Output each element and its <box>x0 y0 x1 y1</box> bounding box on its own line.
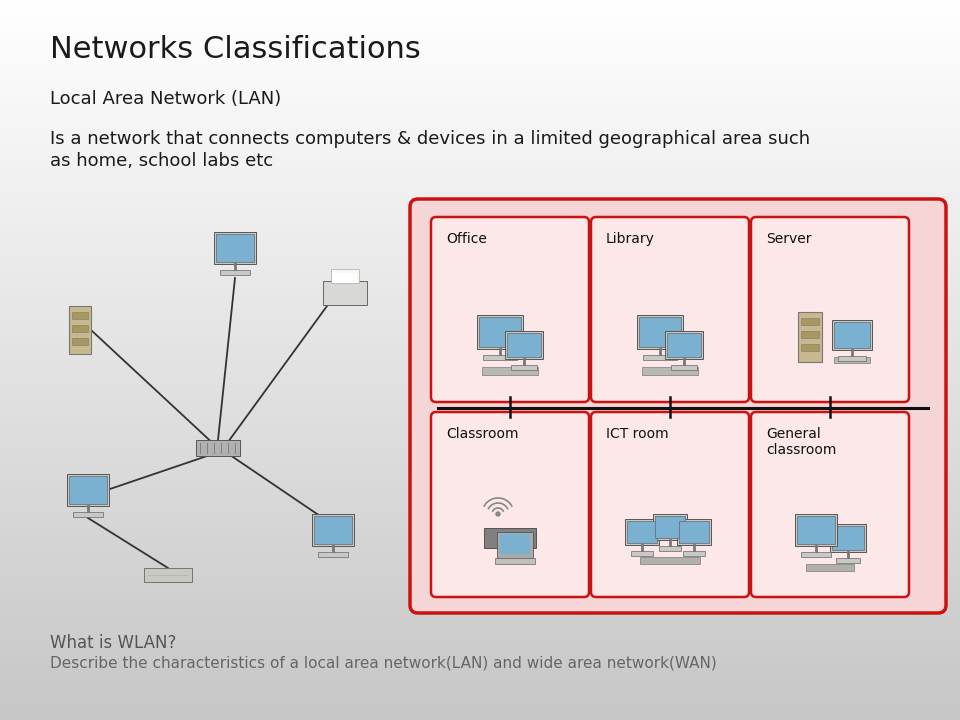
FancyBboxPatch shape <box>413 202 943 610</box>
FancyBboxPatch shape <box>72 338 88 345</box>
FancyBboxPatch shape <box>144 568 192 582</box>
FancyBboxPatch shape <box>482 367 538 375</box>
Text: Is a network that connects computers & devices in a limited geographical area su: Is a network that connects computers & d… <box>50 130 810 148</box>
FancyBboxPatch shape <box>677 519 711 545</box>
Text: Classroom: Classroom <box>446 427 518 441</box>
FancyBboxPatch shape <box>838 356 866 361</box>
FancyBboxPatch shape <box>832 320 872 350</box>
FancyBboxPatch shape <box>497 532 533 558</box>
FancyBboxPatch shape <box>751 412 909 597</box>
FancyBboxPatch shape <box>72 312 88 319</box>
FancyBboxPatch shape <box>483 355 517 360</box>
FancyBboxPatch shape <box>314 516 352 544</box>
FancyBboxPatch shape <box>665 331 703 359</box>
FancyBboxPatch shape <box>801 344 819 351</box>
FancyBboxPatch shape <box>798 312 822 362</box>
Text: ICT room: ICT room <box>606 427 668 441</box>
Text: Local Area Network (LAN): Local Area Network (LAN) <box>50 90 281 108</box>
Text: Networks Classifications: Networks Classifications <box>50 35 420 64</box>
Text: as home, school labs etc: as home, school labs etc <box>50 152 274 170</box>
FancyBboxPatch shape <box>431 412 589 597</box>
Text: Server: Server <box>766 232 811 246</box>
FancyBboxPatch shape <box>795 514 837 546</box>
FancyBboxPatch shape <box>637 315 683 349</box>
FancyBboxPatch shape <box>640 557 700 564</box>
FancyBboxPatch shape <box>331 269 359 283</box>
FancyBboxPatch shape <box>216 234 254 262</box>
FancyBboxPatch shape <box>801 318 819 325</box>
FancyBboxPatch shape <box>196 440 240 456</box>
FancyBboxPatch shape <box>69 306 91 354</box>
FancyBboxPatch shape <box>625 519 659 545</box>
FancyBboxPatch shape <box>507 333 541 357</box>
Text: General
classroom: General classroom <box>766 427 836 457</box>
FancyBboxPatch shape <box>655 516 685 538</box>
FancyBboxPatch shape <box>834 322 870 348</box>
FancyBboxPatch shape <box>653 514 687 540</box>
FancyBboxPatch shape <box>834 357 870 363</box>
FancyBboxPatch shape <box>333 273 357 283</box>
Text: What is WLAN?: What is WLAN? <box>50 634 177 652</box>
FancyBboxPatch shape <box>797 516 835 544</box>
FancyBboxPatch shape <box>801 331 819 338</box>
Text: Office: Office <box>446 232 487 246</box>
FancyBboxPatch shape <box>659 546 681 551</box>
FancyBboxPatch shape <box>69 476 107 504</box>
FancyBboxPatch shape <box>220 270 250 275</box>
FancyBboxPatch shape <box>667 333 701 357</box>
FancyBboxPatch shape <box>67 474 109 506</box>
FancyBboxPatch shape <box>801 552 831 557</box>
FancyBboxPatch shape <box>642 367 698 375</box>
FancyBboxPatch shape <box>410 199 946 613</box>
FancyBboxPatch shape <box>830 524 866 552</box>
FancyBboxPatch shape <box>500 534 530 554</box>
FancyBboxPatch shape <box>484 528 536 548</box>
FancyBboxPatch shape <box>323 281 367 305</box>
Circle shape <box>496 512 500 516</box>
FancyBboxPatch shape <box>511 365 537 370</box>
FancyBboxPatch shape <box>72 325 88 332</box>
FancyBboxPatch shape <box>631 551 653 556</box>
FancyBboxPatch shape <box>214 232 256 264</box>
FancyBboxPatch shape <box>73 512 103 517</box>
FancyBboxPatch shape <box>751 217 909 402</box>
FancyBboxPatch shape <box>505 331 543 359</box>
FancyBboxPatch shape <box>627 521 657 543</box>
Text: Describe the characteristics of a local area network(LAN) and wide area network(: Describe the characteristics of a local … <box>50 655 717 670</box>
FancyBboxPatch shape <box>671 365 697 370</box>
FancyBboxPatch shape <box>591 412 749 597</box>
FancyBboxPatch shape <box>639 317 681 347</box>
FancyBboxPatch shape <box>431 217 589 402</box>
FancyBboxPatch shape <box>836 558 860 563</box>
FancyBboxPatch shape <box>591 217 749 402</box>
FancyBboxPatch shape <box>679 521 709 543</box>
FancyBboxPatch shape <box>683 551 705 556</box>
FancyBboxPatch shape <box>312 514 354 546</box>
Text: Library: Library <box>606 232 655 246</box>
FancyBboxPatch shape <box>477 315 523 349</box>
FancyBboxPatch shape <box>318 552 348 557</box>
FancyBboxPatch shape <box>479 317 521 347</box>
FancyBboxPatch shape <box>806 564 854 571</box>
FancyBboxPatch shape <box>643 355 677 360</box>
FancyBboxPatch shape <box>495 558 535 564</box>
FancyBboxPatch shape <box>832 526 864 550</box>
